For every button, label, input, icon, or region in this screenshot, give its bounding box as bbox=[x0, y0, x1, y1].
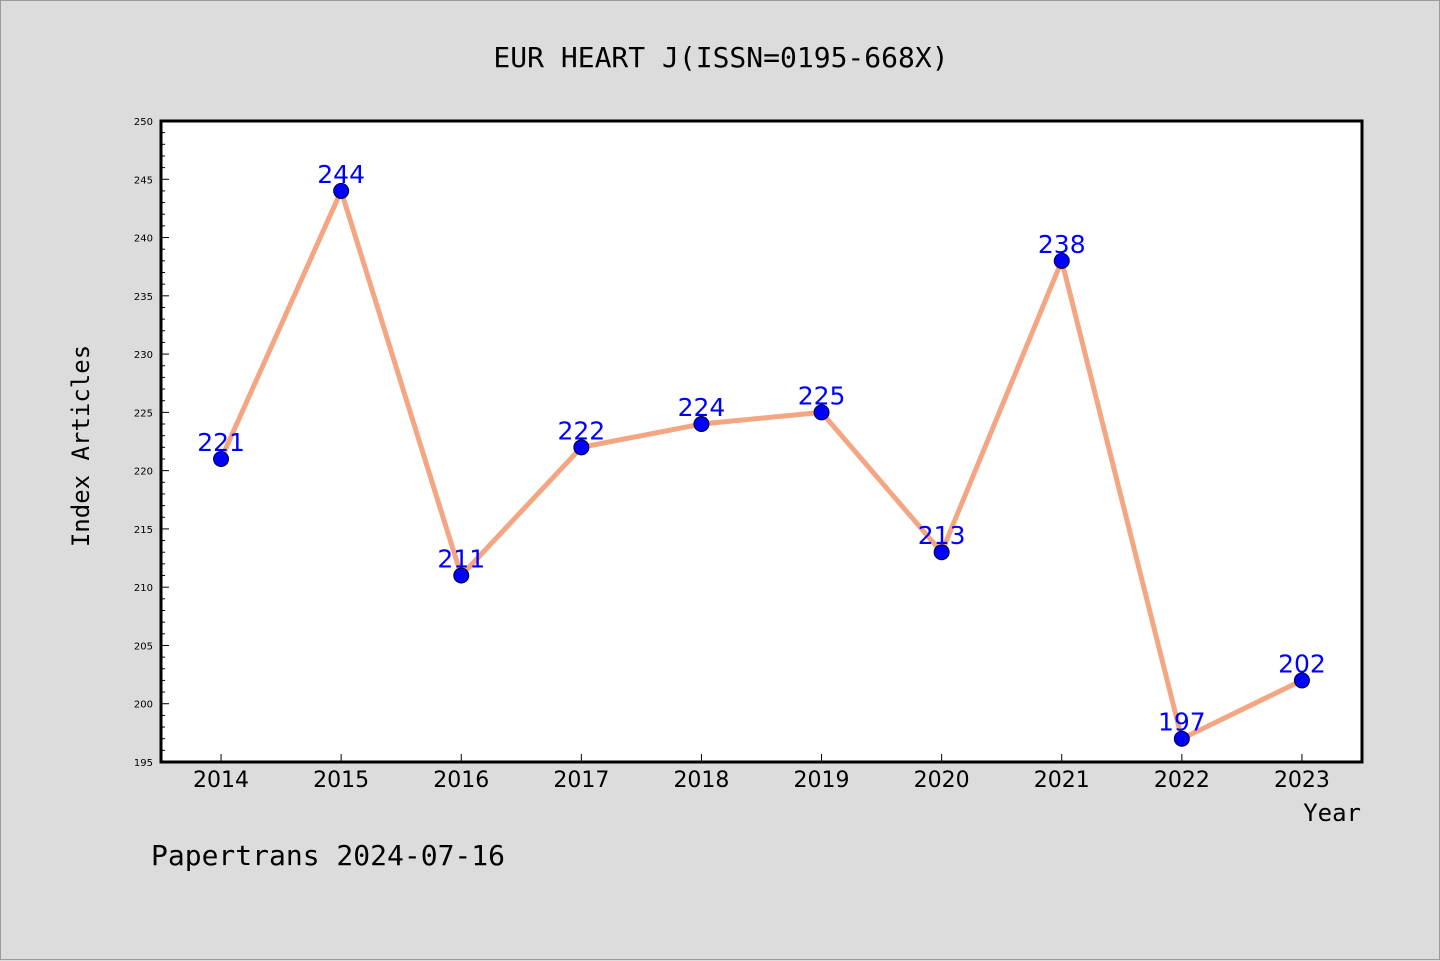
y-tick-label: 195 bbox=[134, 758, 153, 769]
data-point bbox=[933, 544, 950, 561]
y-tick-label: 200 bbox=[134, 700, 153, 711]
x-tick-label: 2021 bbox=[1034, 768, 1090, 793]
data-points bbox=[213, 182, 1310, 747]
data-label: 202 bbox=[1278, 649, 1326, 678]
x-axis-ticks: 2014 2015 2016 2017 2018 2019 2020 2021 2022 2023 bbox=[193, 754, 1330, 793]
data-point bbox=[333, 182, 350, 199]
y-tick-label: 220 bbox=[134, 467, 153, 478]
x-tick-label: 2020 bbox=[914, 768, 970, 793]
x-tick-label: 2019 bbox=[794, 768, 850, 793]
data-point bbox=[813, 404, 830, 421]
x-axis-label: Year bbox=[1303, 799, 1361, 827]
data-label: 213 bbox=[918, 521, 966, 550]
x-tick-label: 2018 bbox=[673, 768, 729, 793]
y-tick-label: 245 bbox=[134, 175, 153, 186]
series-line bbox=[218, 188, 1304, 742]
y-axis-label: Index Articles bbox=[67, 345, 95, 547]
y-tick-label: 250 bbox=[134, 117, 153, 128]
x-tick-label: 2016 bbox=[433, 768, 489, 793]
y-tick-label: 205 bbox=[134, 641, 153, 652]
plot-frame bbox=[159, 119, 1364, 764]
data-point bbox=[573, 439, 590, 456]
x-tick-label: 2022 bbox=[1154, 768, 1210, 793]
x-tick-label: 2014 bbox=[193, 768, 249, 793]
y-tick-label: 240 bbox=[134, 234, 153, 245]
y-tick-label: 215 bbox=[134, 525, 153, 536]
data-point bbox=[453, 567, 470, 584]
data-labels: 221 244 211 222 224 225 213 238 197 202 bbox=[197, 160, 1326, 737]
data-label: 222 bbox=[557, 416, 605, 445]
data-label: 211 bbox=[437, 545, 485, 574]
y-tick-label: 230 bbox=[134, 350, 153, 361]
footer-credit: Papertrans 2024-07-16 bbox=[151, 839, 505, 872]
data-label: 244 bbox=[317, 160, 365, 189]
data-label: 225 bbox=[798, 381, 846, 410]
data-label: 224 bbox=[678, 393, 726, 422]
x-tick-label: 2023 bbox=[1274, 768, 1330, 793]
data-label: 221 bbox=[197, 428, 245, 457]
data-label: 197 bbox=[1158, 708, 1206, 737]
y-tick-label: 225 bbox=[134, 408, 153, 419]
chart-title: EUR HEART J(ISSN=0195-668X) bbox=[493, 41, 948, 74]
data-point bbox=[213, 450, 230, 467]
y-tick-label: 235 bbox=[134, 292, 153, 303]
data-point bbox=[693, 416, 710, 433]
data-point bbox=[1173, 730, 1190, 747]
data-point bbox=[1293, 672, 1310, 689]
x-tick-label: 2017 bbox=[553, 768, 609, 793]
x-tick-label: 2015 bbox=[313, 768, 369, 793]
data-point bbox=[1053, 252, 1070, 269]
y-tick-label: 210 bbox=[134, 583, 153, 594]
data-label: 238 bbox=[1038, 230, 1086, 259]
plot-area bbox=[161, 121, 1362, 762]
